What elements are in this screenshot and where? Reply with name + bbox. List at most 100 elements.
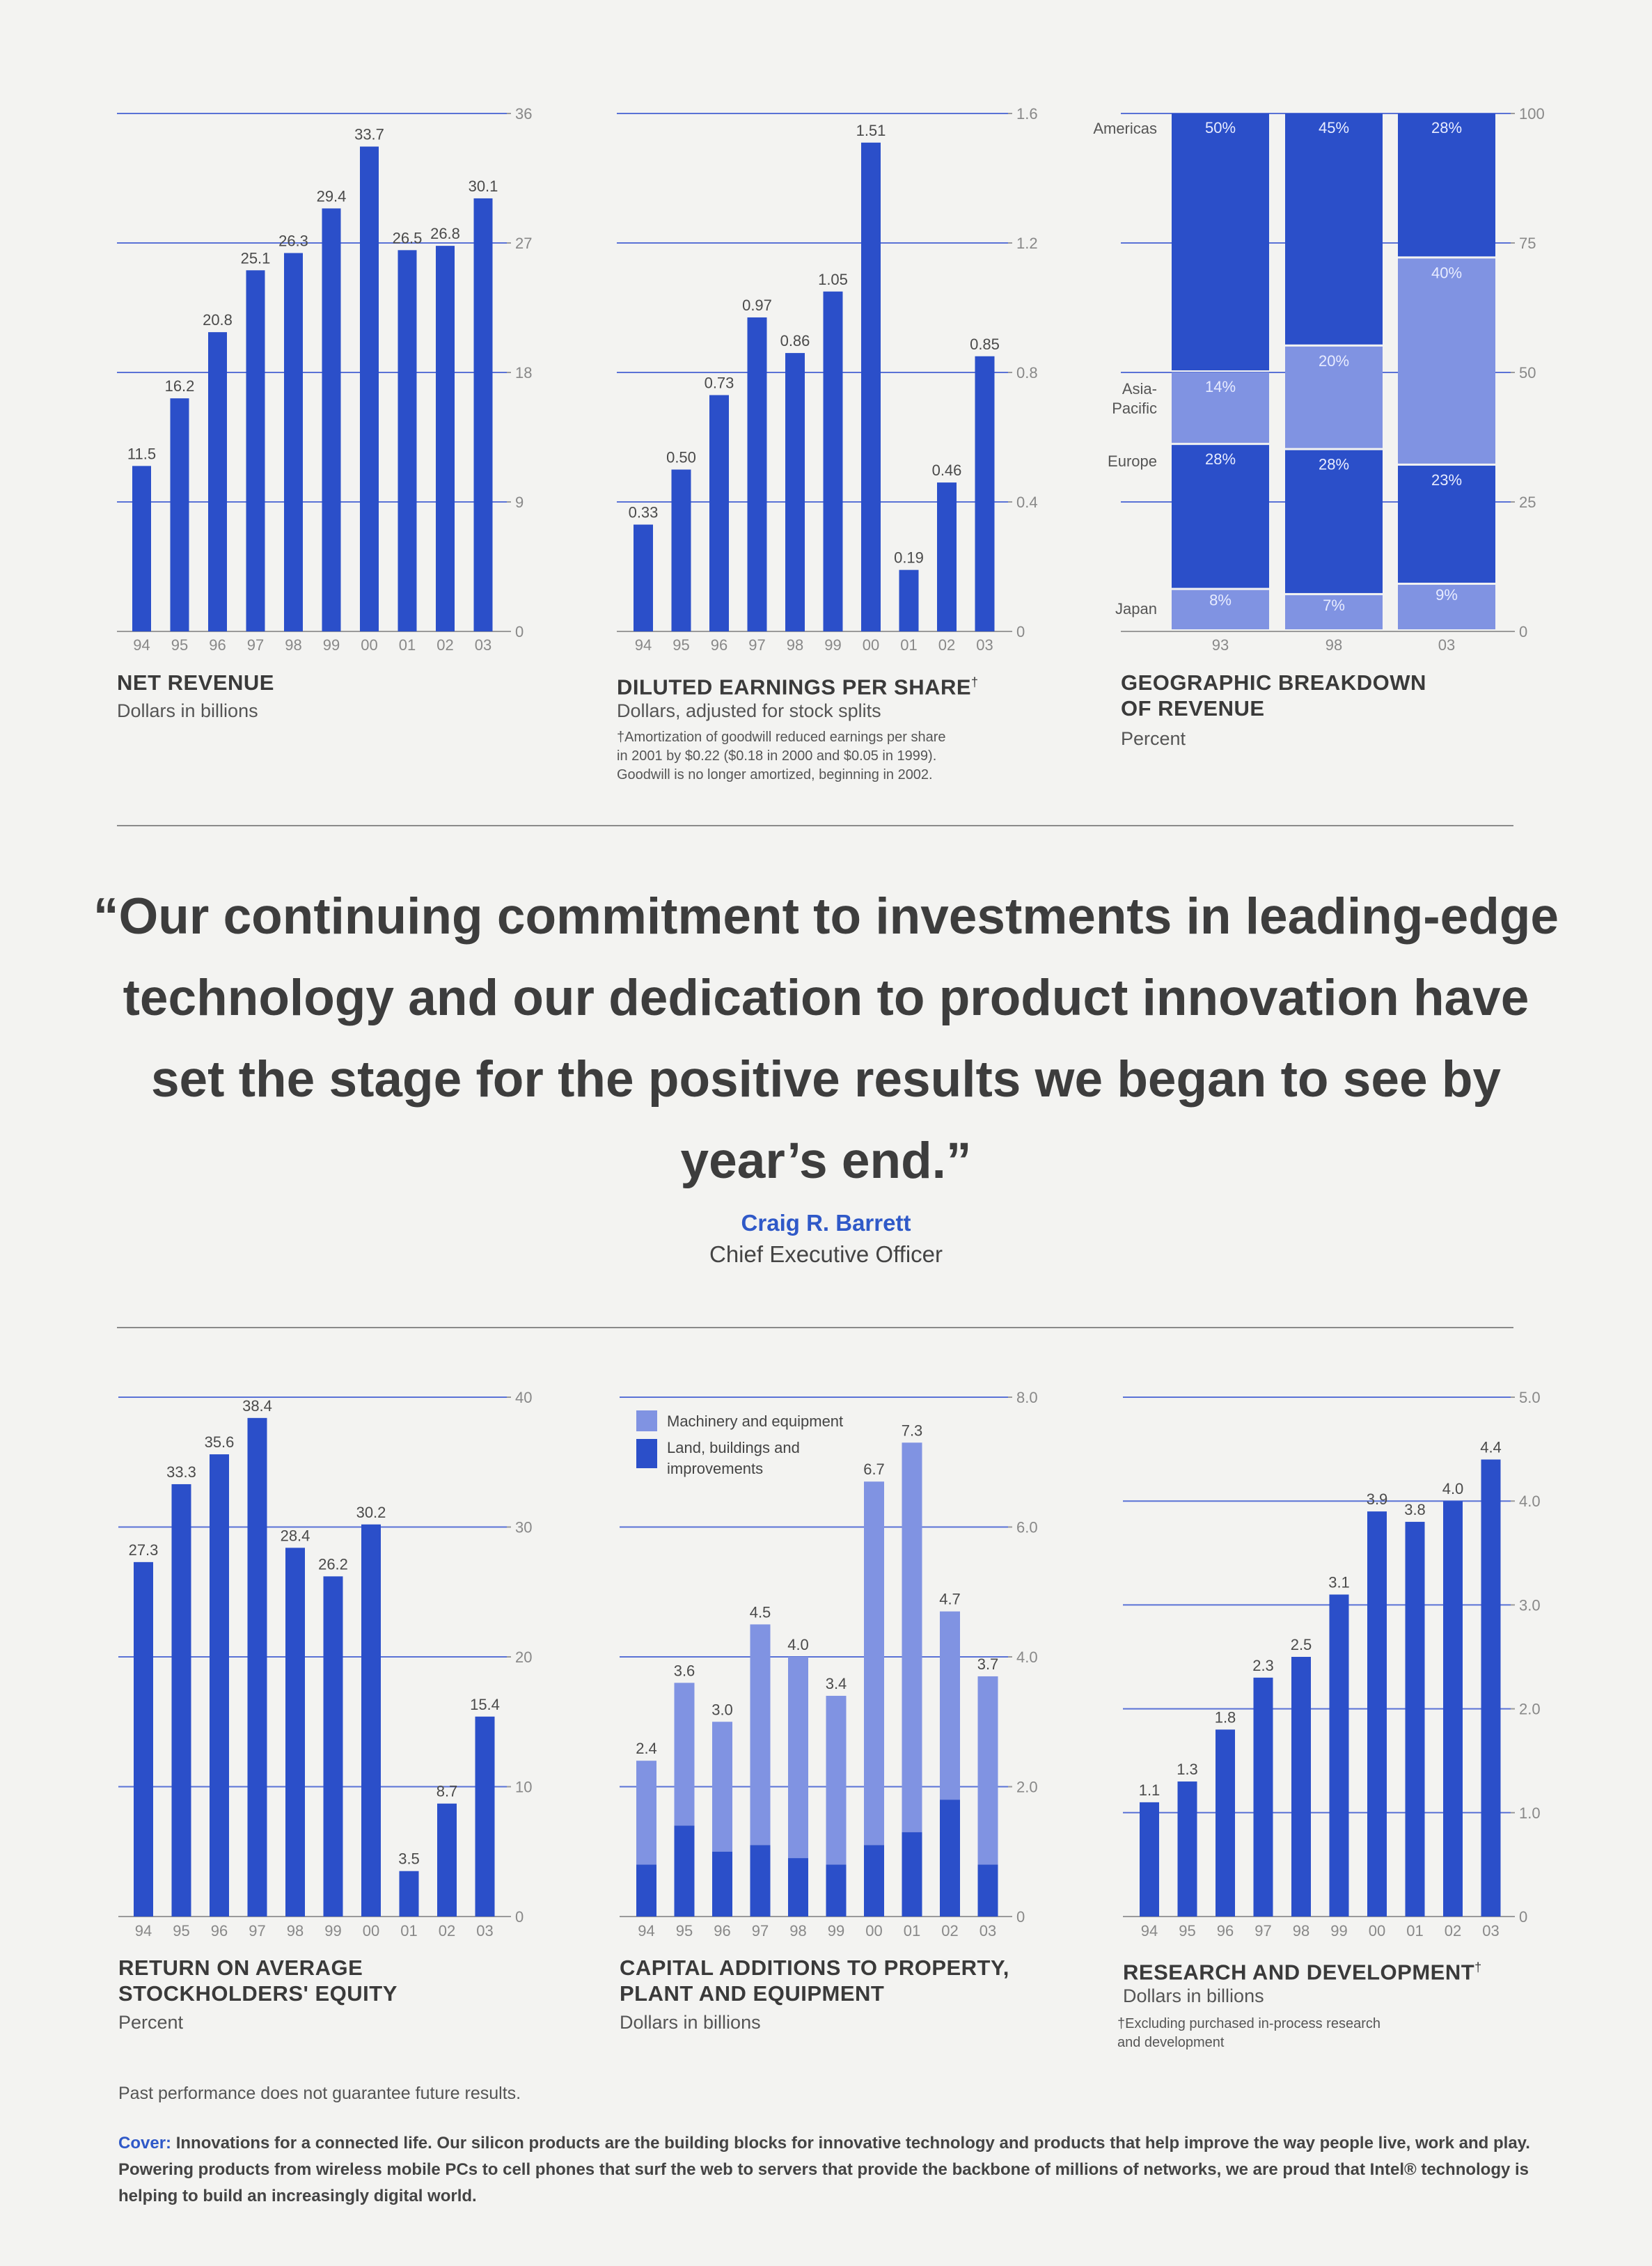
capital-additions-plot: 0 2.0 4.0 6.0 8.0 2.4 94 3.6 95 3.0 96 4.5 97 4.0 98 3.… bbox=[620, 1389, 1038, 1940]
research-development-y-tick-label: 2.0 bbox=[1519, 1701, 1541, 1718]
geographic-breakdown-title-line: OF REVENUE bbox=[1121, 696, 1265, 721]
geographic-breakdown-segment bbox=[1398, 113, 1495, 257]
diluted-eps-title-mark: † bbox=[971, 675, 979, 689]
diluted-eps-bar bbox=[861, 142, 881, 632]
return-on-equity-value-label: 3.5 bbox=[398, 1850, 420, 1868]
return-on-equity-y-tick-label: 20 bbox=[515, 1649, 532, 1666]
diluted-eps-value-label: 1.05 bbox=[818, 271, 848, 288]
net-revenue-category-label: 97 bbox=[247, 636, 264, 654]
diluted-eps-category-label: 01 bbox=[900, 636, 917, 654]
research-development-value-label: 2.3 bbox=[1252, 1657, 1274, 1674]
capital-additions-y-tick-label: 0 bbox=[1016, 1908, 1025, 1926]
return-on-equity-category-label: 99 bbox=[324, 1922, 341, 1940]
diluted-eps-y-tick-label: 0.4 bbox=[1016, 494, 1038, 511]
geographic-breakdown-y-tick-label: 25 bbox=[1519, 494, 1536, 511]
diluted-eps-category-label: 97 bbox=[748, 636, 765, 654]
diluted-eps-bar bbox=[671, 469, 691, 631]
return-on-equity-bar bbox=[247, 1417, 267, 1917]
net-revenue-bar bbox=[436, 246, 455, 632]
diluted-eps-value-label: 0.33 bbox=[629, 504, 659, 521]
diluted-eps-value-label: 0.97 bbox=[742, 297, 772, 314]
research-development-category-label: 94 bbox=[1141, 1922, 1158, 1940]
quote-author: Craig R. Barrett bbox=[741, 1210, 911, 1236]
capital-additions-category-label: 00 bbox=[865, 1922, 882, 1940]
capital-additions-legend-label-land: Land, buildings and bbox=[667, 1439, 800, 1456]
net-revenue-y-tick-label: 9 bbox=[515, 494, 524, 511]
capital-additions-title: CAPITAL ADDITIONS TO PROPERTY, PLANT AND… bbox=[620, 1955, 1009, 2006]
capital-additions-bar-machinery bbox=[940, 1611, 960, 1800]
geographic-breakdown-segment bbox=[1285, 450, 1383, 593]
diluted-eps-title-text: DILUTED EARNINGS PER SHARE bbox=[617, 675, 972, 700]
net-revenue-value-label: 26.5 bbox=[393, 229, 423, 246]
return-on-equity-value-label: 26.2 bbox=[318, 1555, 348, 1573]
return-on-equity-category-label: 97 bbox=[249, 1922, 265, 1940]
geographic-breakdown-segment-label: 20% bbox=[1319, 352, 1349, 370]
capital-additions-bar-land bbox=[940, 1800, 960, 1917]
research-development-value-label: 4.0 bbox=[1442, 1480, 1464, 1497]
net-revenue-bar bbox=[284, 253, 303, 631]
research-development-category-label: 02 bbox=[1445, 1922, 1461, 1940]
diluted-eps-category-label: 02 bbox=[938, 636, 955, 654]
net-revenue-plot: 0 9 18 27 36 11.5 94 16.2 95 20.8 96 25.1 97 26.3 98 29… bbox=[117, 105, 532, 654]
capital-additions-y-tick-label: 2.0 bbox=[1016, 1779, 1038, 1796]
diluted-eps-bar bbox=[747, 317, 767, 631]
net-revenue-value-label: 25.1 bbox=[241, 249, 271, 267]
research-development-category-label: 97 bbox=[1254, 1922, 1271, 1940]
return-on-equity-category-label: 03 bbox=[476, 1922, 493, 1940]
net-revenue-bar bbox=[132, 466, 151, 631]
geographic-breakdown-region-label-europe: Europe bbox=[1108, 453, 1157, 470]
research-development-value-label: 2.5 bbox=[1291, 1636, 1312, 1653]
return-on-equity-value-label: 15.4 bbox=[470, 1696, 500, 1713]
diluted-eps-plot: 0 0.4 0.8 1.2 1.6 0.33 94 0.50 95 0.73 96 0.97 97 0.8… bbox=[617, 105, 1038, 654]
research-development-y-tick-label: 1.0 bbox=[1519, 1804, 1541, 1822]
capital-additions-category-label: 98 bbox=[789, 1922, 806, 1940]
research-development-bar bbox=[1481, 1459, 1501, 1917]
return-on-equity-y-tick-label: 10 bbox=[515, 1779, 532, 1796]
capital-additions-bar-machinery bbox=[864, 1481, 884, 1846]
return-on-equity-title-line: STOCKHOLDERS' EQUITY bbox=[118, 1981, 398, 2006]
capital-additions-category-label: 99 bbox=[828, 1922, 844, 1940]
return-on-equity-category-label: 01 bbox=[400, 1922, 417, 1940]
return-on-equity-bar bbox=[134, 1561, 153, 1917]
research-development-bar bbox=[1291, 1657, 1311, 1917]
return-on-equity-category-label: 98 bbox=[287, 1922, 304, 1940]
return-on-equity-bar bbox=[437, 1803, 457, 1917]
net-revenue-value-label: 33.7 bbox=[354, 126, 384, 143]
geographic-breakdown-segment-label: 40% bbox=[1431, 264, 1462, 281]
research-development-y-tick-label: 5.0 bbox=[1519, 1389, 1541, 1406]
capital-additions-value-label: 4.0 bbox=[787, 1636, 809, 1653]
research-development-subtitle: Dollars in billions bbox=[1123, 1985, 1264, 2006]
diluted-eps-category-label: 96 bbox=[711, 636, 727, 654]
capital-additions-bar-machinery bbox=[902, 1442, 922, 1832]
diluted-eps-category-label: 00 bbox=[863, 636, 879, 654]
geographic-breakdown-subtitle: Percent bbox=[1121, 728, 1186, 749]
diluted-eps-bar bbox=[823, 291, 843, 631]
geographic-breakdown-segment bbox=[1398, 465, 1495, 583]
research-development-value-label: 3.9 bbox=[1367, 1490, 1388, 1508]
capital-additions-bar-land bbox=[977, 1864, 998, 1917]
return-on-equity-value-label: 28.4 bbox=[281, 1527, 310, 1544]
net-revenue-category-label: 99 bbox=[323, 636, 340, 654]
diluted-eps-y-tick-label: 1.6 bbox=[1016, 105, 1038, 123]
net-revenue-title: NET REVENUE bbox=[117, 670, 274, 695]
geographic-breakdown-segment-label: 28% bbox=[1319, 456, 1349, 473]
diluted-eps-bar bbox=[975, 356, 995, 631]
return-on-equity-y-tick-label: 30 bbox=[515, 1519, 532, 1536]
return-on-equity-bar bbox=[323, 1576, 343, 1917]
research-development-category-label: 01 bbox=[1406, 1922, 1423, 1940]
net-revenue-value-label: 16.2 bbox=[165, 377, 195, 395]
capital-additions-value-label: 3.6 bbox=[674, 1662, 695, 1679]
geographic-breakdown-region-label-japan: Japan bbox=[1115, 600, 1157, 617]
capital-additions-legend-swatch-land bbox=[636, 1439, 657, 1468]
geographic-breakdown-category-label: 98 bbox=[1325, 636, 1342, 654]
net-revenue-category-label: 01 bbox=[399, 636, 416, 654]
return-on-equity-value-label: 38.4 bbox=[242, 1397, 272, 1415]
net-revenue-bar bbox=[322, 208, 341, 631]
geographic-breakdown-segment-label: 8% bbox=[1209, 591, 1232, 608]
capital-additions-bar-machinery bbox=[750, 1624, 771, 1846]
capital-additions-category-label: 03 bbox=[980, 1922, 996, 1940]
diluted-eps-category-label: 99 bbox=[824, 636, 841, 654]
research-development-footnote: †Excluding purchased in-process research… bbox=[1117, 2015, 1380, 2052]
net-revenue-bar bbox=[208, 332, 227, 631]
capital-additions-bar-machinery bbox=[636, 1761, 656, 1865]
